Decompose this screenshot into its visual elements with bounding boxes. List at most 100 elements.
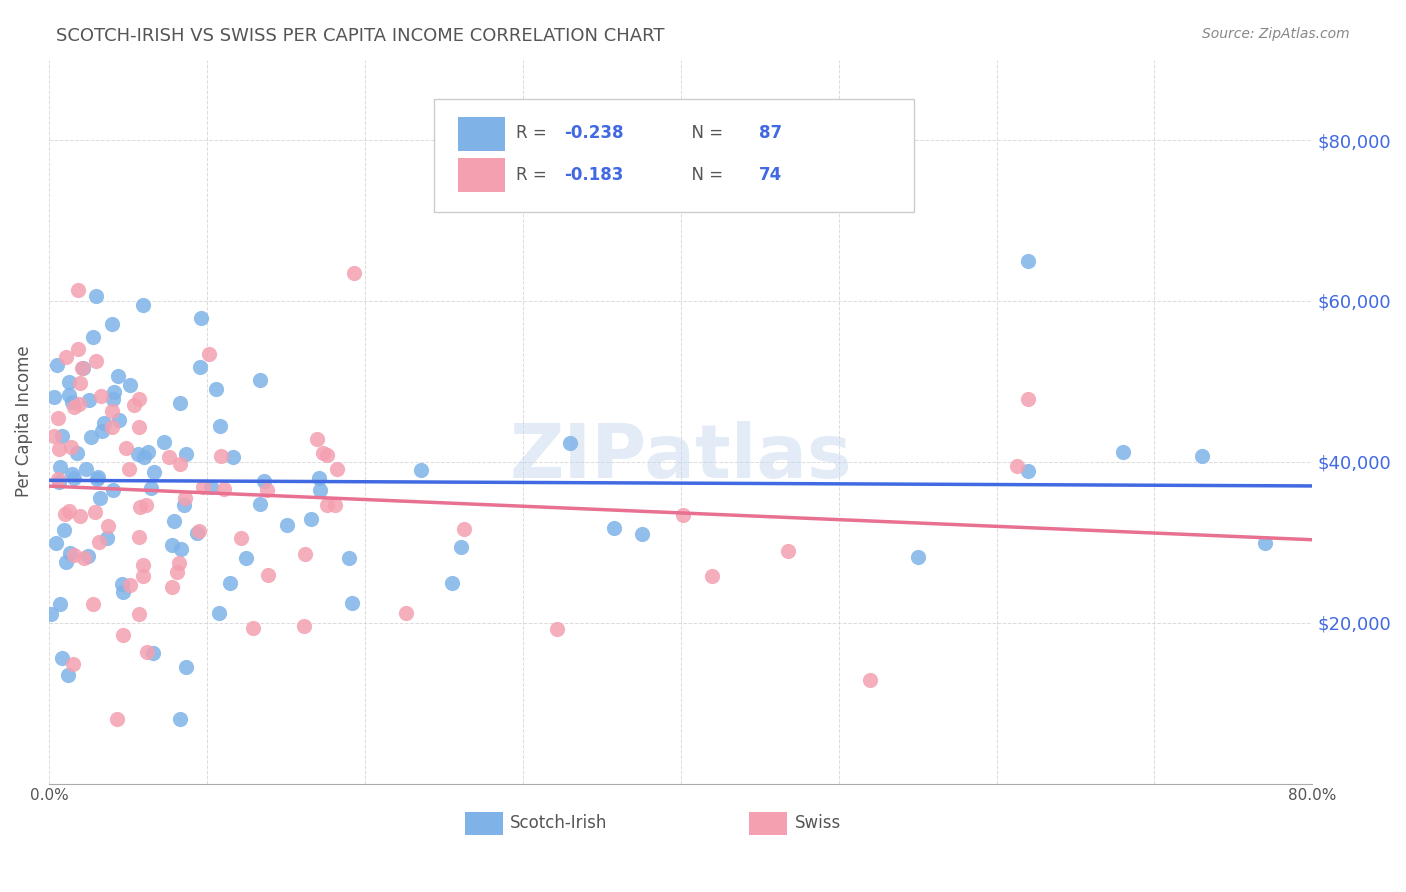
Point — [276, 518, 298, 533]
Point — [1017, 253, 1039, 268]
Point — [87, 535, 110, 549]
Point — [48, 442, 70, 456]
Point — [173, 498, 195, 512]
Point — [242, 621, 264, 635]
Point — [42, 429, 65, 443]
Text: R =: R = — [516, 166, 553, 184]
Point — [55, 351, 77, 365]
Point — [60, 394, 83, 409]
Point — [75, 462, 97, 476]
Point — [252, 474, 274, 488]
Point — [115, 441, 138, 455]
Point — [343, 266, 366, 280]
Point — [1254, 535, 1277, 549]
Point — [132, 558, 155, 572]
Point — [69, 509, 91, 524]
Point — [45, 536, 67, 550]
Text: R =: R = — [516, 125, 553, 143]
Point — [222, 450, 245, 465]
Point — [479, 173, 502, 187]
Point — [101, 317, 124, 331]
Point — [55, 555, 77, 569]
Point — [135, 498, 157, 512]
Point — [67, 397, 90, 411]
Point — [249, 497, 271, 511]
Point — [53, 507, 76, 521]
Point — [112, 584, 135, 599]
Point — [72, 360, 94, 375]
Point — [67, 342, 90, 356]
Text: Source: ZipAtlas.com: Source: ZipAtlas.com — [1202, 27, 1350, 41]
Point — [48, 475, 70, 490]
Point — [70, 360, 93, 375]
Point — [256, 483, 278, 497]
Point — [907, 549, 929, 564]
Point — [52, 523, 75, 537]
Point — [174, 491, 197, 505]
Point — [218, 575, 240, 590]
Point — [82, 330, 104, 344]
Point — [120, 378, 142, 392]
Point — [630, 527, 652, 541]
Text: 74: 74 — [759, 166, 782, 184]
Point — [82, 597, 104, 611]
Point — [135, 645, 157, 659]
Point — [142, 646, 165, 660]
Point — [128, 530, 150, 544]
Text: SCOTCH-IRISH VS SWISS PER CAPITA INCOME CORRELATION CHART: SCOTCH-IRISH VS SWISS PER CAPITA INCOME … — [56, 27, 665, 45]
Point — [132, 298, 155, 312]
Point — [208, 606, 231, 620]
Point — [323, 498, 346, 512]
Point — [602, 521, 624, 535]
Point — [46, 359, 69, 373]
Point — [80, 430, 103, 444]
Point — [1112, 444, 1135, 458]
Point — [77, 392, 100, 407]
Point — [315, 498, 337, 512]
Point — [160, 580, 183, 594]
Point — [307, 432, 329, 446]
Point — [120, 578, 142, 592]
Point — [89, 491, 111, 505]
Point — [127, 447, 149, 461]
Point — [142, 465, 165, 479]
Point — [62, 548, 84, 562]
Point — [169, 712, 191, 726]
Point — [42, 390, 65, 404]
FancyBboxPatch shape — [464, 812, 502, 835]
Point — [59, 546, 82, 560]
Point — [112, 628, 135, 642]
Point — [39, 607, 62, 621]
Point — [107, 369, 129, 384]
Point — [214, 482, 236, 496]
Point — [299, 512, 322, 526]
Point — [77, 549, 100, 563]
Point — [256, 568, 278, 582]
Point — [157, 450, 180, 464]
Point — [190, 311, 212, 326]
Point — [108, 413, 131, 427]
Point — [58, 387, 80, 401]
Point — [170, 542, 193, 557]
Text: -0.183: -0.183 — [564, 166, 624, 184]
Point — [51, 651, 73, 665]
Point — [56, 668, 79, 682]
Point — [118, 462, 141, 476]
Point — [1017, 392, 1039, 406]
Point — [294, 547, 316, 561]
Point — [111, 577, 134, 591]
Point — [450, 540, 472, 554]
Point — [128, 420, 150, 434]
Text: -0.238: -0.238 — [564, 125, 624, 143]
Point — [141, 481, 163, 495]
Point — [66, 446, 89, 460]
Point — [176, 447, 198, 461]
Text: 87: 87 — [759, 125, 782, 143]
Point — [46, 472, 69, 486]
Text: N =: N = — [681, 166, 728, 184]
FancyBboxPatch shape — [434, 99, 914, 211]
Point — [776, 544, 799, 558]
Point — [60, 467, 83, 482]
Point — [90, 424, 112, 438]
Point — [546, 622, 568, 636]
